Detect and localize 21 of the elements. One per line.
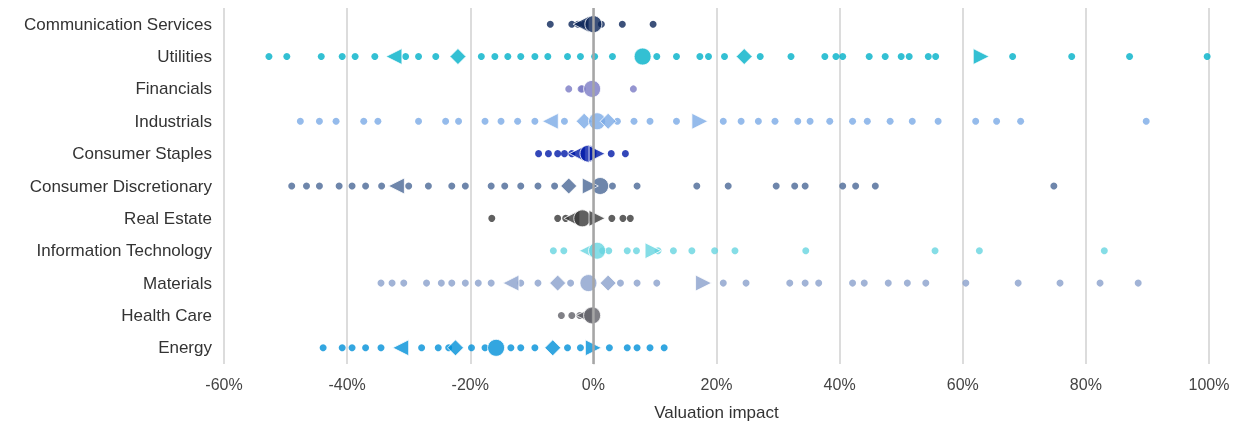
x-tick-label: -60% (205, 375, 243, 393)
y-tick-label: Communication Services (23, 14, 212, 34)
y-tick-label: Energy (158, 338, 213, 358)
y-tick-label: Financials (135, 79, 212, 99)
x-tick-label: 0% (581, 375, 605, 393)
x-tick-label: -20% (451, 375, 489, 393)
y-tick-label: Industrials (134, 111, 212, 131)
y-tick-label: Information Technology (36, 241, 213, 261)
x-axis-title: Valuation impact (654, 403, 779, 422)
y-tick-label: Consumer Discretionary (29, 176, 213, 196)
x-tick-label: -40% (328, 375, 366, 393)
y-tick-label: Materials (143, 273, 212, 293)
y-tick-label: Health Care (121, 305, 212, 325)
x-tick-label: 40% (823, 375, 856, 393)
x-tick-label: 80% (1069, 375, 1102, 393)
x-tick-label: 60% (946, 375, 979, 393)
y-tick-label: Real Estate (124, 208, 212, 228)
y-tick-label: Utilities (157, 47, 212, 67)
y-tick-label: Consumer Staples (72, 144, 212, 164)
x-tick-label: 20% (700, 375, 733, 393)
x-tick-label: 100% (1188, 375, 1230, 393)
